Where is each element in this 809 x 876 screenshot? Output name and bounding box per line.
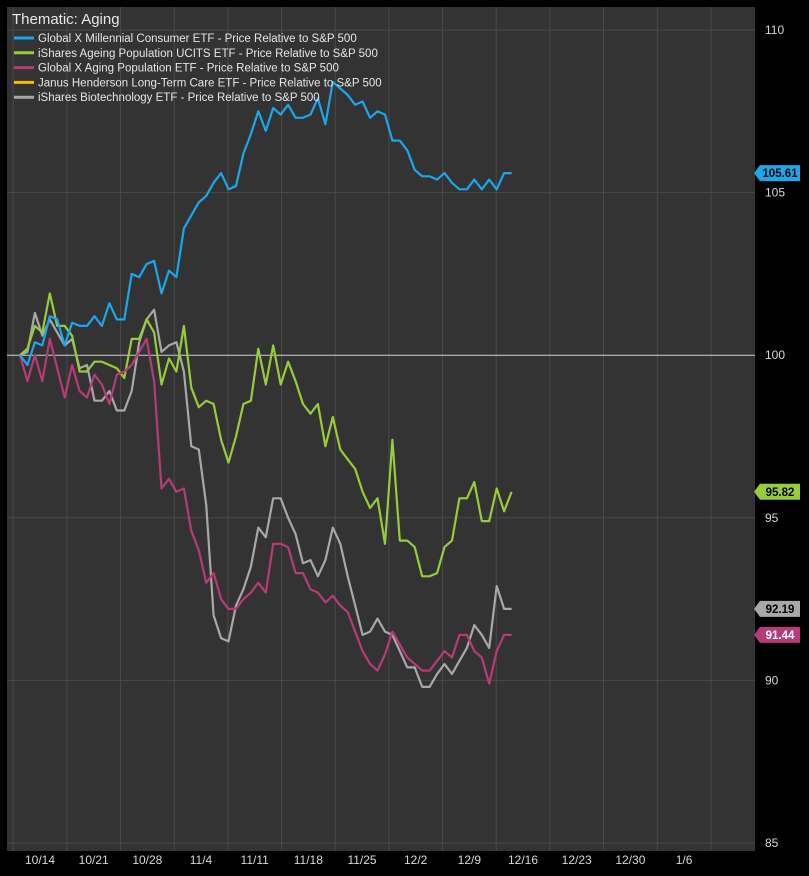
legend-entry: iShares Biotechnology ETF - Price Relati… bbox=[38, 92, 320, 104]
x-tick-label: 11/4 bbox=[190, 853, 213, 867]
end-label-text: 92.19 bbox=[766, 604, 795, 616]
end-label-text: 91.44 bbox=[766, 630, 795, 642]
series-line-1 bbox=[19, 292, 513, 578]
series-lines bbox=[18, 80, 513, 689]
end-label-1: 95.82 bbox=[754, 483, 800, 500]
series-line-2 bbox=[18, 337, 512, 685]
legend-entry: iShares Ageing Population UCITS ETF - Pr… bbox=[38, 48, 378, 60]
y-tick-label: 90 bbox=[765, 673, 779, 687]
end-label-tag bbox=[754, 600, 800, 617]
x-tick-label: 12/9 bbox=[458, 853, 482, 867]
x-tick-label: 1/6 bbox=[676, 853, 693, 867]
end-label-0: 105.61 bbox=[754, 165, 800, 182]
y-tick-label: 85 bbox=[765, 836, 779, 850]
end-label-4: 92.19 bbox=[754, 600, 800, 617]
x-tick-label: 10/21 bbox=[79, 853, 109, 867]
x-tick-label: 11/18 bbox=[294, 853, 323, 867]
y-axis-ticks: 85 90 95 100 105 110 bbox=[765, 23, 785, 850]
x-axis-ticks: 10/14 10/21 10/28 11/4 11/11 11/18 11/25 12/2 12… bbox=[25, 853, 693, 867]
y-tick-label: 100 bbox=[765, 348, 785, 362]
series-line-4 bbox=[19, 308, 512, 689]
x-tick-label: 12/2 bbox=[404, 853, 428, 867]
legend-entry: Global X Aging Population ETF - Price Re… bbox=[38, 63, 339, 75]
x-tick-label: 12/23 bbox=[562, 853, 592, 867]
legend-entry: Janus Henderson Long-Term Care ETF - Pri… bbox=[38, 77, 382, 89]
end-label-text: 95.82 bbox=[766, 487, 795, 499]
plot-background bbox=[7, 7, 755, 851]
y-tick-label: 95 bbox=[765, 511, 779, 525]
end-label-2: 91.44 bbox=[754, 626, 800, 643]
x-tick-label: 10/14 bbox=[25, 853, 55, 867]
end-label-tag bbox=[754, 165, 800, 182]
end-label-tag bbox=[754, 483, 800, 500]
series-line-0 bbox=[19, 80, 512, 367]
x-tick-label: 12/16 bbox=[508, 853, 538, 867]
x-tick-label: 10/28 bbox=[132, 853, 162, 867]
x-tick-label: 11/25 bbox=[347, 853, 376, 867]
end-value-labels: 105.61 95.82 91.44 92.19 bbox=[754, 165, 800, 643]
legend: Global X Millennial Consumer ETF - Price… bbox=[14, 33, 382, 104]
x-tick-label: 11/11 bbox=[241, 853, 270, 867]
grid-lines bbox=[7, 7, 755, 851]
y-tick-label: 105 bbox=[765, 186, 785, 200]
legend-entry: Global X Millennial Consumer ETF - Price… bbox=[38, 33, 357, 45]
x-tick-label: 12/30 bbox=[615, 853, 645, 867]
y-tick-label: 110 bbox=[765, 23, 784, 37]
end-label-tag bbox=[754, 626, 800, 643]
chart-title: Thematic: Aging bbox=[12, 11, 120, 28]
end-label-text: 105.61 bbox=[762, 168, 798, 180]
